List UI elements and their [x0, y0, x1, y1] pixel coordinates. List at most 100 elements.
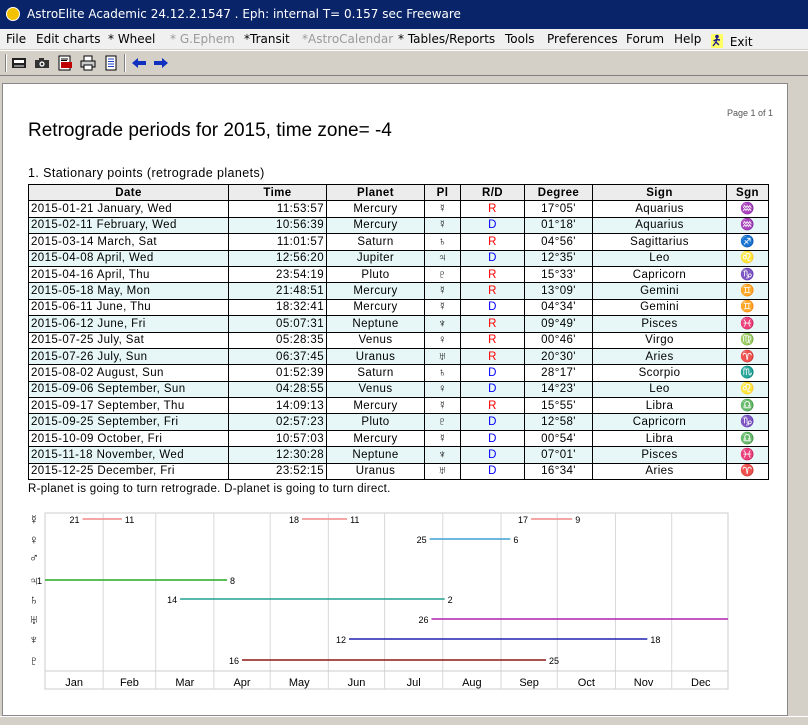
toolbar-separator: [124, 54, 126, 72]
section-title: 1. Stationary points (retrograde planets…: [28, 166, 265, 180]
menu-file[interactable]: File: [6, 32, 27, 46]
menu-help[interactable]: Help: [674, 32, 702, 46]
cell-sign-glyph: ♓: [726, 315, 769, 333]
chart-month-label: Apr: [233, 677, 250, 689]
menu-tools[interactable]: Tools: [505, 32, 535, 46]
cell-planet-glyph: ♀: [424, 380, 461, 399]
cell-degree: 17°05': [524, 200, 593, 218]
table-row: 2015-10-09 October, Fri 10:57:03 Mercury ☿ D…: [28, 429, 769, 448]
cell-sign: Capricorn: [592, 413, 727, 431]
cell-sign-glyph: ♐: [726, 233, 769, 251]
chart-period-end-label: 8: [230, 576, 235, 586]
menu-forum[interactable]: Forum: [626, 32, 665, 46]
header-rd: R/D: [460, 183, 525, 202]
cell-degree: 15°33': [524, 265, 593, 284]
cell-rd: D: [460, 462, 525, 481]
save-button[interactable]: [10, 54, 28, 72]
menu-astrocalendar[interactable]: *AstroCalendar: [302, 32, 394, 46]
cell-sign: Aquarius: [592, 200, 727, 218]
cell-date: 2015-07-26 July, Sun: [28, 347, 229, 366]
cell-rd: R: [460, 200, 525, 218]
header-sign: Sign: [592, 183, 727, 202]
menu-tables-reports[interactable]: * Tables/Reports: [398, 32, 496, 46]
table-row: 2015-09-06 September, Sun 04:28:55 Venus ♀ D…: [28, 380, 769, 399]
chart-planet-glyph: ♃: [29, 573, 39, 588]
cell-rd: R: [460, 282, 525, 300]
previous-button[interactable]: [130, 54, 148, 72]
cell-time: 23:54:19: [228, 265, 327, 284]
cell-degree: 16°34': [524, 462, 593, 481]
cell-rd: D: [460, 413, 525, 431]
cell-sign: Libra: [592, 397, 727, 415]
notes-button[interactable]: [102, 54, 120, 72]
cell-sign: Gemini: [592, 298, 727, 317]
cell-degree: 14°23': [524, 380, 593, 399]
menu-transit[interactable]: *Transit: [244, 32, 290, 46]
cell-degree: 20°30': [524, 347, 593, 366]
chart-planet-glyph: ♇: [29, 653, 39, 668]
cell-planet: Pluto: [326, 265, 425, 284]
chart-planet-glyph: ♆: [29, 632, 39, 647]
cell-rd: R: [460, 233, 525, 251]
cell-date: 2015-05-18 May, Mon: [28, 282, 229, 300]
cell-degree: 09°49': [524, 315, 593, 333]
report-document[interactable]: Page 1 of 1 Retrograde periods for 2015,…: [2, 83, 788, 716]
menu-g-ephem[interactable]: * G.Ephem: [170, 32, 235, 46]
vertical-scrollbar[interactable]: [790, 76, 808, 716]
cell-sign-glyph: ♎: [726, 429, 769, 448]
cell-sign: Aries: [592, 462, 727, 481]
app-icon: [6, 7, 20, 21]
cell-sign: Libra: [592, 429, 727, 448]
chart-period-end-label: 11: [350, 515, 359, 525]
cell-planet: Mercury: [326, 397, 425, 415]
retrograde-timeline-chart: Jan Feb Mar Apr May Jun Jul Aug Sep Oct Nov Dec☿ 21 1…: [29, 512, 729, 690]
header-pl: Pl: [424, 183, 461, 202]
cell-degree: 01°18': [524, 216, 593, 235]
cell-sign-glyph: ♒: [726, 216, 769, 235]
cell-date: 2015-01-21 January, Wed: [28, 200, 229, 218]
next-button[interactable]: [152, 54, 170, 72]
table-row: 2015-12-25 December, Fri 23:52:15 Uranus ♅ D…: [28, 462, 769, 481]
chart-planet-glyph: ♅: [29, 612, 39, 627]
menu-edit-charts[interactable]: Edit charts: [36, 32, 101, 46]
chart-period-start-label: 25: [417, 535, 427, 545]
cell-time: 18:32:41: [228, 298, 327, 317]
table-row: 2015-02-11 February, Wed 10:56:39 Mercury ☿…: [28, 216, 769, 235]
cell-degree: 12°35': [524, 249, 593, 267]
menu-exit[interactable]: Exit: [711, 32, 753, 49]
export-pdf-button[interactable]: [56, 54, 74, 72]
snapshot-button[interactable]: [33, 54, 51, 72]
menu-preferences[interactable]: Preferences: [547, 32, 618, 46]
cell-sign: Leo: [592, 249, 727, 267]
cell-planet-glyph: ♆: [424, 315, 461, 333]
chart-month-label: Aug: [462, 677, 482, 689]
camera-icon: [35, 58, 49, 68]
cell-planet-glyph: ♇: [424, 413, 461, 431]
report-title: Retrograde periods for 2015, time zone= …: [28, 120, 392, 141]
table-row: 2015-01-21 January, Wed 11:53:57 Mercury ☿ R…: [28, 200, 769, 218]
cell-planet-glyph: ♃: [424, 249, 461, 267]
cell-sign-glyph: ♏: [726, 364, 769, 382]
cell-sign-glyph: ♓: [726, 446, 769, 464]
cell-planet-glyph: ☿: [424, 397, 461, 415]
arrow-left-icon: [132, 58, 146, 68]
cell-degree: 12°58': [524, 413, 593, 431]
chart-period-start-label: 16: [229, 656, 239, 666]
chart-period-start-label: 14: [167, 595, 177, 605]
menu-wheel[interactable]: * Wheel: [108, 32, 156, 46]
table-row: 2015-07-26 July, Sun 06:37:45 Uranus ♅ R 20°3…: [28, 347, 769, 366]
export-pdf-icon: [58, 55, 72, 71]
cell-planet-glyph: ♄: [424, 233, 461, 251]
arrow-right-icon: [154, 58, 168, 68]
chart-month-label: Dec: [691, 677, 711, 689]
print-button[interactable]: [79, 54, 97, 72]
legend-note: R-planet is going to turn retrograde. D-…: [28, 483, 391, 495]
chart-period-start-label: 1: [37, 576, 42, 586]
cell-date: 2015-12-25 December, Fri: [28, 462, 229, 481]
cell-planet-glyph: ☿: [424, 298, 461, 317]
cell-time: 10:57:03: [228, 429, 327, 448]
cell-rd: D: [460, 364, 525, 382]
cell-time: 02:57:23: [228, 413, 327, 431]
cell-sign-glyph: ♌: [726, 380, 769, 399]
cell-planet-glyph: ♅: [424, 347, 461, 366]
